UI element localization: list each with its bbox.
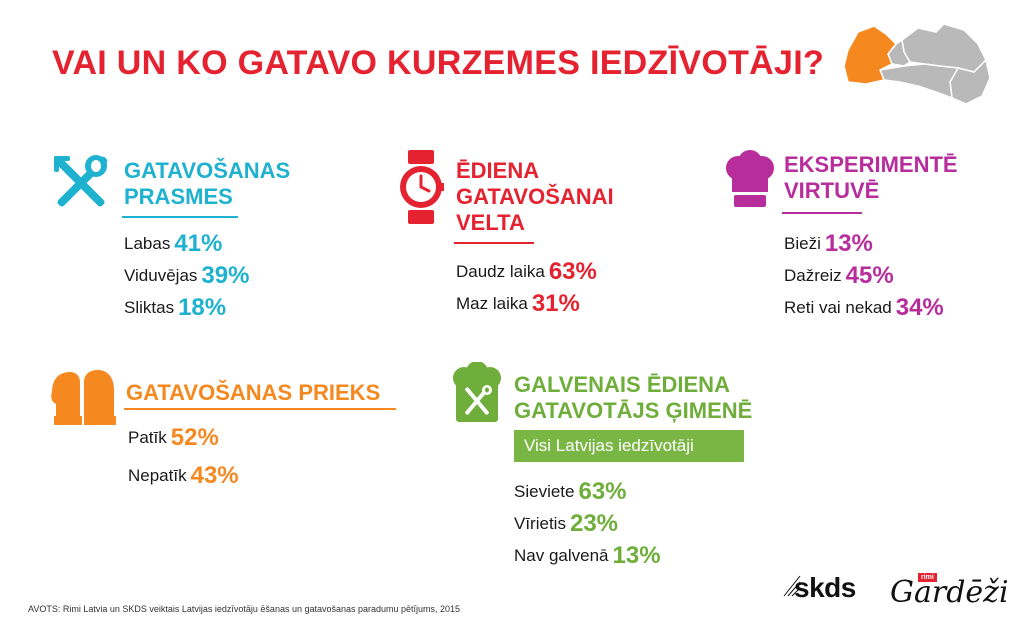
experiment-underline [782,212,862,214]
gardezi-logo: Gardēži [890,575,1009,610]
main-cook-row: Sieviete 63% [514,478,627,505]
map-region-zemgale [878,63,960,100]
watch-icon [400,150,444,224]
experiment-row: Dažreiz 45% [784,262,894,289]
time-underline [454,242,534,244]
main-cook-title: GALVENAIS ĒDIENA GATAVOTĀJS ĢIMENĒ [514,372,753,423]
chef-hat-utensils-icon [453,362,501,422]
skills-row: Sliktas 18% [124,294,227,321]
experiment-row: Bieži 13% [784,230,873,257]
population-badge: Visi Latvijas iedzīvotāji [514,430,744,462]
fork-whisk-icon [54,155,108,207]
time-row: Daudz laika 63% [456,258,597,285]
oven-mitt-icon [51,370,116,425]
skills-title: GATAVOŠANAS PRASMES [124,158,291,209]
main-cook-row: Nav galvenā 13% [514,542,661,569]
map-region-kurzeme [843,25,898,85]
source-note: AVOTS: Rimi Latvia un SKDS veiktais Latv… [28,604,461,614]
skds-logo: skds [794,572,856,603]
page-title: VAI UN KO GATAVO KURZEMES IEDZĪVOTĀJI? [52,44,825,82]
time-title: ĒDIENA GATAVOŠANAI VELTA [456,158,614,235]
skds-logo-lines [783,575,801,597]
experiment-row: Reti vai nekad 34% [784,294,944,321]
skills-row: Viduvējas 39% [124,262,250,289]
joy-row: Nepatīk 43% [128,462,239,489]
latvia-map [843,23,990,105]
main-cook-row: Vīrietis 23% [514,510,619,537]
time-row: Maz laika 31% [456,290,580,317]
joy-underline [124,408,396,410]
chef-hat-icon [726,150,774,207]
skills-underline [122,216,238,218]
experiment-title: EKSPERIMENTĒ VIRTUVĒ [784,152,958,203]
joy-row: Patīk 52% [128,424,219,451]
skills-row: Labas 41% [124,230,223,257]
rimi-logo: rimi [918,573,937,582]
joy-title: GATAVOŠANAS PRIEKS [126,380,381,405]
